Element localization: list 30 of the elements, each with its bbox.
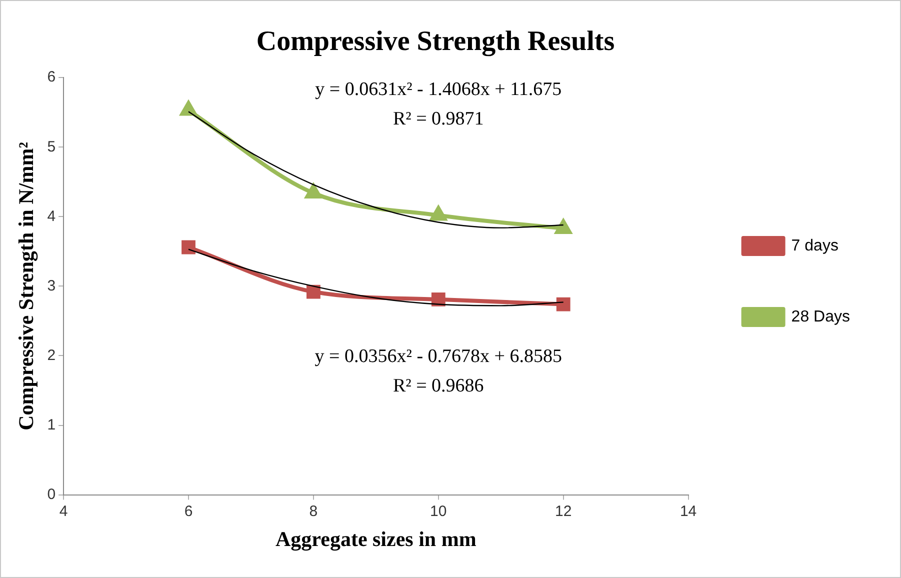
point	[180, 101, 197, 116]
annotation: y = 0.0356x² - 0.7678x + 6.8585	[314, 346, 562, 368]
x-tick-label: 14	[680, 502, 697, 520]
point	[431, 292, 446, 306]
y-axis-title: Compressive Strength in N/mm²	[14, 142, 38, 430]
point	[306, 284, 320, 299]
x-tick-label: 12	[555, 502, 572, 520]
y-tick-label: 0	[47, 486, 56, 503]
y-tick-label: 4	[47, 208, 56, 225]
x-tick-label: 6	[184, 502, 193, 520]
legend-label: 7 days	[791, 237, 838, 254]
point	[182, 240, 196, 254]
x-tick-label: 8	[309, 502, 318, 520]
point	[555, 219, 572, 234]
y-tick-label: 1	[47, 416, 56, 434]
y-tick-label: 3	[47, 277, 56, 294]
legend-label: 28 Days	[791, 308, 850, 326]
y-tick-label: 2	[47, 346, 56, 364]
y-tick-label: 6	[47, 68, 56, 86]
annotation: R² = 0.9686	[392, 375, 484, 396]
point	[305, 184, 322, 199]
y-tick-label: 5	[47, 138, 56, 156]
x-tick-label: 4	[59, 502, 68, 520]
x-axis-title: Aggregate sizes in mm	[276, 526, 477, 551]
annotation: R² = 0.9871	[392, 108, 484, 130]
chart-title: Compressive Strength Results	[256, 26, 615, 58]
x-tick-label: 10	[430, 502, 447, 520]
annotation: y = 0.0631x² - 1.4068x + 11.675	[315, 79, 562, 100]
point	[556, 297, 570, 312]
point	[430, 206, 446, 221]
